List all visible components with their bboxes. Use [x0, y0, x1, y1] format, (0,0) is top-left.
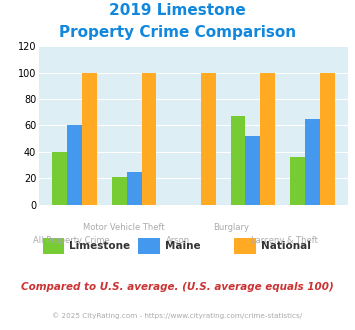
Bar [201, 73, 216, 205]
Bar [260, 73, 275, 205]
Text: Limestone: Limestone [69, 241, 130, 251]
Bar [82, 73, 97, 205]
Bar [142, 73, 156, 205]
Text: Burglary: Burglary [213, 223, 249, 232]
Text: Compared to U.S. average. (U.S. average equals 100): Compared to U.S. average. (U.S. average … [21, 282, 334, 292]
Text: Larceny & Theft: Larceny & Theft [251, 236, 317, 245]
Bar [231, 116, 245, 205]
Bar [305, 119, 320, 205]
Text: Motor Vehicle Theft: Motor Vehicle Theft [83, 223, 165, 232]
Bar [245, 136, 260, 205]
Text: 2019 Limestone: 2019 Limestone [109, 3, 246, 18]
Bar [112, 177, 127, 205]
Bar [290, 157, 305, 205]
Bar [127, 172, 142, 205]
Bar [320, 73, 334, 205]
Text: © 2025 CityRating.com - https://www.cityrating.com/crime-statistics/: © 2025 CityRating.com - https://www.city… [53, 312, 302, 318]
Bar [67, 125, 82, 205]
Text: All Property Crime: All Property Crime [33, 236, 109, 245]
Bar [53, 152, 67, 205]
Text: Property Crime Comparison: Property Crime Comparison [59, 25, 296, 40]
Text: Maine: Maine [165, 241, 201, 251]
Text: National: National [261, 241, 311, 251]
Text: Arson: Arson [165, 236, 190, 245]
